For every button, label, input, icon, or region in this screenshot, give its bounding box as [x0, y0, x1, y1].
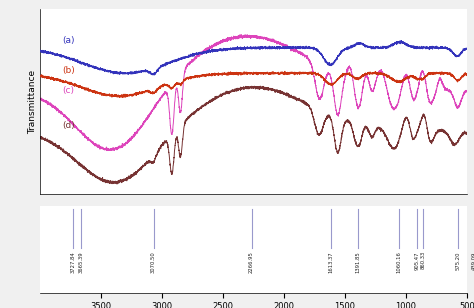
- Text: 3070.50: 3070.50: [151, 251, 156, 273]
- Text: 3665.39: 3665.39: [79, 251, 83, 273]
- Text: (b): (b): [62, 66, 75, 75]
- Text: 439.09: 439.09: [472, 251, 474, 270]
- Text: (c): (c): [62, 86, 74, 95]
- Text: 2266.95: 2266.95: [249, 251, 254, 273]
- Y-axis label: Transmittance: Transmittance: [28, 70, 37, 134]
- Text: 3727.84: 3727.84: [71, 251, 76, 273]
- Text: (d): (d): [62, 121, 75, 130]
- Text: 860.33: 860.33: [420, 251, 426, 270]
- Text: 905.47: 905.47: [415, 251, 420, 270]
- Text: 1613.37: 1613.37: [328, 251, 334, 273]
- Text: (a): (a): [62, 36, 75, 45]
- Text: 1060.16: 1060.16: [396, 251, 401, 273]
- Text: 1391.85: 1391.85: [356, 251, 361, 273]
- Text: 575.20: 575.20: [455, 251, 460, 270]
